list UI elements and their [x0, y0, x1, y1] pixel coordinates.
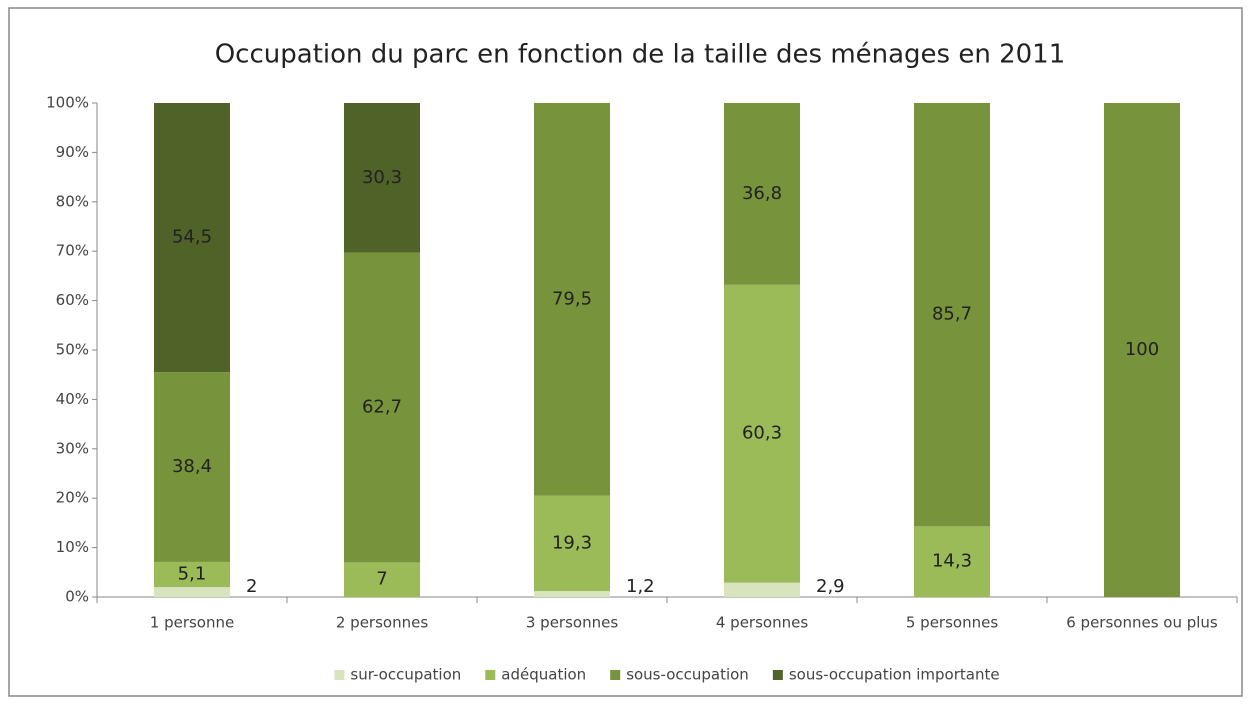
bar-segment	[344, 562, 420, 597]
y-tick-label: 20%	[56, 489, 89, 507]
legend-swatch	[334, 670, 345, 680]
legend-label: sur-occupation	[350, 666, 461, 684]
y-tick-label: 60%	[56, 291, 89, 309]
data-label: 54,5	[172, 227, 212, 248]
bar-segment	[154, 103, 230, 373]
bar-segment	[534, 495, 610, 592]
data-label: 85,7	[932, 304, 972, 325]
data-label: 36,8	[742, 183, 782, 204]
bar-segment	[534, 591, 610, 597]
bar-segment	[1104, 103, 1180, 597]
data-label: 60,3	[742, 423, 782, 444]
bar-segment	[914, 526, 990, 597]
data-label: 100	[1125, 339, 1159, 360]
legend-swatch	[610, 670, 621, 680]
bar-segment	[344, 103, 420, 253]
y-tick-label: 30%	[56, 439, 89, 457]
bar-segment	[724, 284, 800, 583]
legend-label: sous-occupation	[626, 666, 749, 684]
y-tick-label: 0%	[65, 588, 89, 606]
bar-segment	[724, 103, 800, 285]
bar-segment	[914, 103, 990, 527]
data-label: 62,7	[362, 397, 402, 418]
x-tick-label: 2 personnes	[336, 614, 428, 632]
y-tick-label: 50%	[56, 341, 89, 359]
x-tick-label: 3 personnes	[526, 614, 618, 632]
y-tick-label: 100%	[46, 94, 89, 112]
data-label: 30,3	[362, 167, 402, 188]
bar-segment	[534, 103, 610, 496]
data-label: 1,2	[626, 576, 655, 597]
x-tick-label: 4 personnes	[716, 614, 808, 632]
legend-label: sous-occupation importante	[789, 666, 1000, 684]
y-tick-label: 40%	[56, 390, 89, 408]
legend-label: adéquation	[501, 666, 586, 684]
bar-segment	[154, 372, 230, 562]
data-label: 14,3	[932, 551, 972, 572]
data-label: 2	[246, 576, 257, 597]
data-label: 7	[376, 569, 387, 590]
y-tick-label: 70%	[56, 242, 89, 260]
x-tick-label: 1 personne	[150, 614, 234, 632]
legend-swatch	[772, 670, 783, 680]
y-tick-label: 90%	[56, 143, 89, 161]
bar-segment	[724, 582, 800, 597]
legend-swatch	[485, 670, 496, 680]
y-tick-label: 80%	[56, 192, 89, 210]
bar-segment	[154, 587, 230, 597]
x-tick-label: 5 personnes	[906, 614, 998, 632]
x-tick-label: 6 personnes ou plus	[1066, 614, 1218, 632]
data-label: 5,1	[178, 564, 207, 585]
bar-segment	[344, 252, 420, 563]
data-label: 79,5	[552, 288, 592, 309]
data-label: 38,4	[172, 456, 212, 477]
data-label: 19,3	[552, 532, 592, 553]
y-tick-label: 10%	[56, 538, 89, 556]
chart-title: Occupation du parc en fonction de la tai…	[215, 40, 1066, 70]
bar-segment	[154, 561, 230, 588]
data-label: 2,9	[816, 576, 845, 597]
